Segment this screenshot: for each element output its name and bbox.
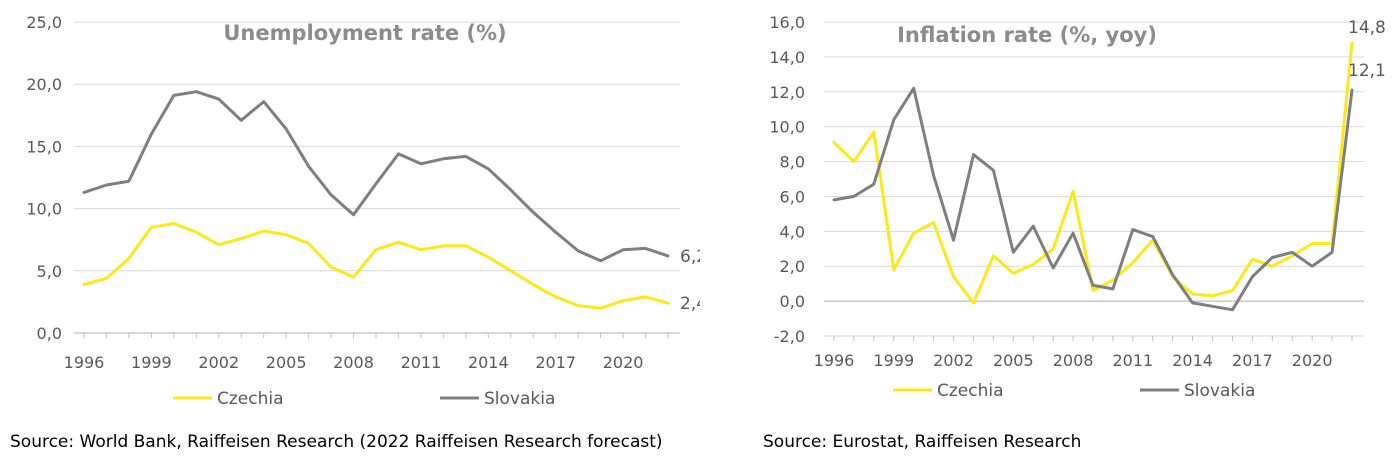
legend-label-slovakia: Slovakia (1184, 381, 1255, 401)
series-line-slovakia (82, 90, 670, 263)
y-tick-label: 8,0 (780, 153, 805, 172)
x-tick-label: 2014 (468, 353, 509, 372)
y-tick-label: -2,0 (774, 327, 805, 346)
x-tick-label: 2020 (1292, 351, 1333, 370)
x-tick-label: 2008 (333, 353, 374, 372)
end-label-czechia: 14,8 (1348, 18, 1386, 38)
series-line-czechia (832, 41, 1354, 305)
x-tick-label: 2008 (1053, 351, 1094, 370)
x-tick-label: 2002 (198, 353, 239, 372)
x-tick-label: 1999 (131, 353, 172, 372)
chart-title: Unemployment rate (%) (223, 21, 506, 45)
x-tick-label: 2005 (993, 351, 1034, 370)
x-tick-label: 1996 (64, 353, 105, 372)
source-note-right: Source: Eurostat, Raiffeisen Research (763, 432, 1082, 452)
y-tick-label: 0,0 (780, 292, 805, 311)
x-tick-label: 2017 (1232, 351, 1273, 370)
end-label-czechia: 2,4 (680, 294, 700, 314)
x-tick-label: 2020 (603, 353, 644, 372)
y-tick-label: 0,0 (37, 324, 62, 343)
y-tick-label: 25,0 (26, 13, 62, 32)
x-tick-label: 2002 (933, 351, 974, 370)
source-note-left: Source: World Bank, Raiffeisen Research … (10, 432, 663, 452)
legend-label-czechia: Czechia (217, 389, 284, 409)
end-label-slovakia: 6,2 (680, 247, 700, 267)
y-tick-label: 10,0 (26, 200, 62, 219)
x-tick-label: 2011 (401, 353, 442, 372)
x-tick-label: 2017 (535, 353, 576, 372)
x-tick-label: 1999 (873, 351, 914, 370)
unemployment-chart: Unemployment rate (%) 0,0 5,0 10,0 15,0 20,0… (26, 13, 700, 409)
y-tick-label: 16,0 (769, 13, 805, 32)
legend-label-slovakia: Slovakia (484, 389, 555, 409)
end-label-slovakia: 12,1 (1348, 61, 1386, 81)
series-line-slovakia (832, 86, 1354, 312)
x-tick-label: 2011 (1112, 351, 1153, 370)
y-tick-label: 5,0 (37, 262, 62, 281)
series-line-czechia (82, 222, 670, 310)
y-tick-label: 14,0 (769, 48, 805, 67)
legend-label-czechia: Czechia (937, 381, 1004, 401)
chart-title: Inflation rate (%, yoy) (897, 23, 1157, 47)
x-tick-label: 2014 (1172, 351, 1213, 370)
y-tick-label: 20,0 (26, 75, 62, 94)
y-tick-label: 15,0 (26, 137, 62, 156)
y-tick-label: 2,0 (780, 257, 805, 276)
x-tick-label: 1996 (814, 351, 855, 370)
y-tick-label: 10,0 (769, 118, 805, 137)
y-tick-label: 4,0 (780, 222, 805, 241)
y-tick-label: 12,0 (769, 83, 805, 102)
x-tick-label: 2005 (266, 353, 307, 372)
y-tick-label: 6,0 (780, 187, 805, 206)
inflation-chart: Inflation rate (%, yoy) -2,0 0,0 2,0 4,0 6,0… (769, 13, 1386, 401)
